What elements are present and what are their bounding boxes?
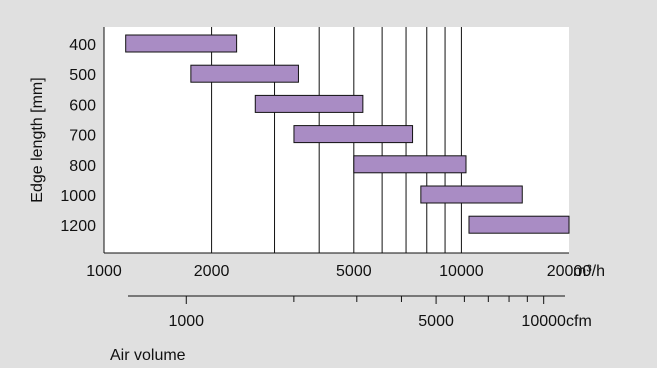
range-bar-1000 bbox=[420, 185, 523, 204]
x-tick-label: 5000 bbox=[336, 263, 372, 280]
x-axis-label: Air volume bbox=[110, 347, 186, 364]
y-tick-label: 500 bbox=[69, 67, 96, 84]
y-tick-label: 400 bbox=[69, 37, 96, 54]
y-tick-labels: 400 500 600 700 800 1000 1200 bbox=[60, 37, 96, 235]
range-bar-800 bbox=[353, 155, 467, 174]
range-bars bbox=[125, 34, 570, 234]
x-unit-secondary: cfm bbox=[566, 313, 592, 330]
x-tick-label: 1000 bbox=[86, 263, 122, 280]
range-bar-400 bbox=[125, 34, 238, 53]
range-bar-600 bbox=[254, 94, 364, 113]
y-tick-label: 800 bbox=[69, 158, 96, 175]
secondary-tick-label: 10000 bbox=[521, 313, 566, 330]
secondary-tick-label: 1000 bbox=[168, 313, 204, 330]
y-tick-label: 600 bbox=[69, 97, 96, 114]
range-bar-1200 bbox=[468, 215, 570, 234]
x-tick-label: 20000 bbox=[547, 263, 592, 280]
y-tick-label: 700 bbox=[69, 128, 96, 145]
range-bar-700 bbox=[293, 125, 414, 144]
secondary-axis: 1000 5000 10000 cfm bbox=[128, 295, 592, 330]
range-bar-500 bbox=[190, 64, 299, 83]
x-unit-primary: m³/h bbox=[573, 263, 605, 280]
x-tick-labels: 1000 2000 5000 10000 20000 bbox=[86, 263, 591, 280]
x-tick-label: 10000 bbox=[439, 263, 484, 280]
x-tick-label: 2000 bbox=[194, 263, 230, 280]
y-tick-label: 1000 bbox=[60, 188, 96, 205]
y-tick-label: 1200 bbox=[60, 218, 96, 235]
secondary-tick-label: 5000 bbox=[418, 313, 454, 330]
y-axis-label: Edge length [mm] bbox=[29, 77, 46, 202]
